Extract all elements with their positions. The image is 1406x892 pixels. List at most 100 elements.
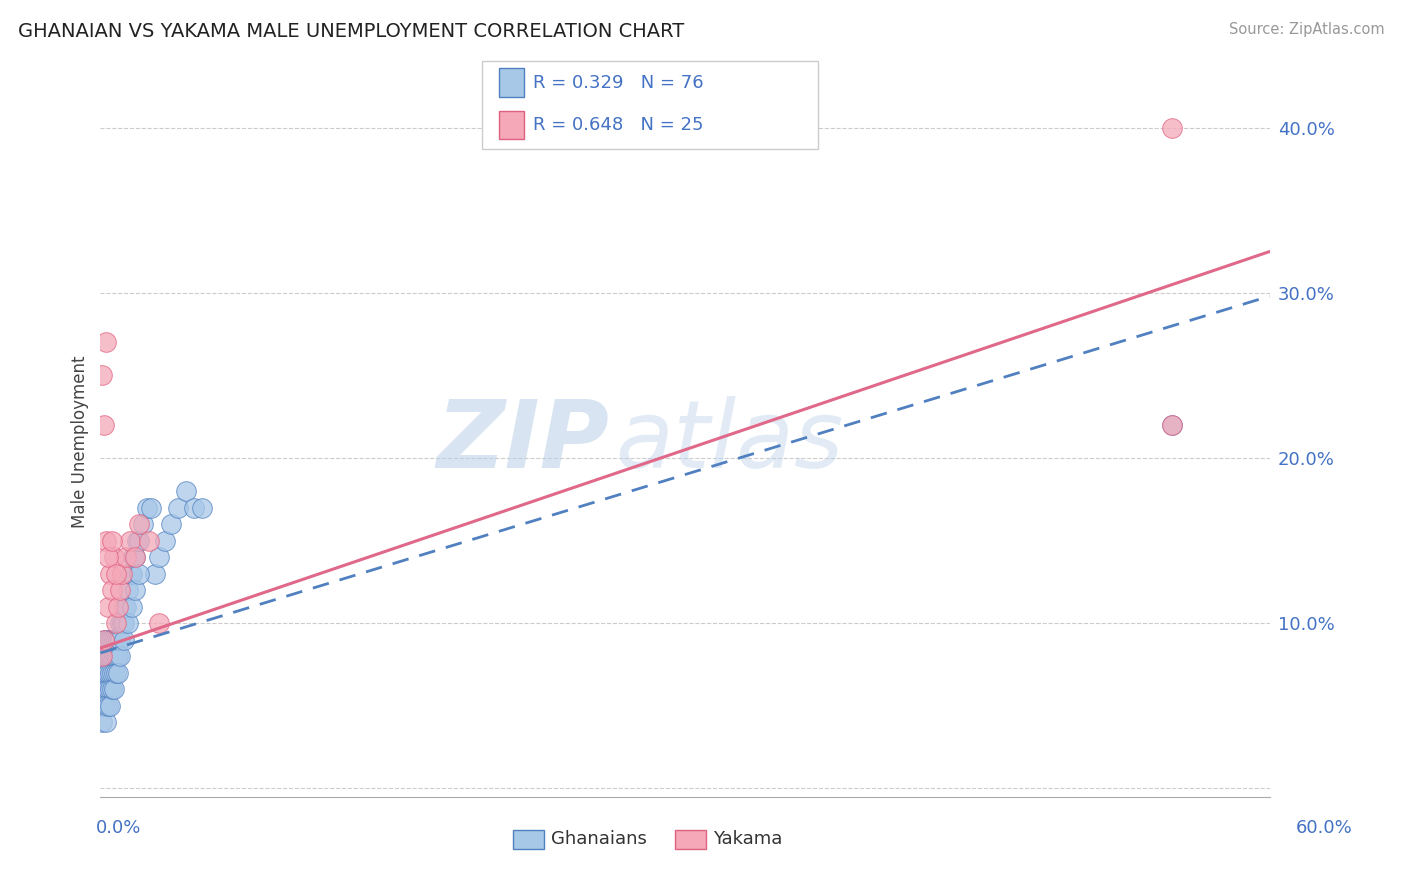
Point [101, 533, 124, 548]
Point [97, 550, 120, 565]
Point [103, 665, 125, 680]
Point [98, 632, 121, 647]
Point [93, 665, 115, 680]
Point [117, 616, 139, 631]
Point [91, 649, 114, 664]
Point [104, 665, 127, 680]
Point [91, 715, 114, 730]
Point [91, 665, 114, 680]
Point [91, 368, 114, 383]
Point [98, 665, 121, 680]
Point [117, 583, 139, 598]
Point [97, 649, 120, 664]
Point [101, 632, 124, 647]
Text: Ghanaians: Ghanaians [551, 830, 647, 848]
Point [1161, 417, 1184, 432]
Point [1161, 120, 1184, 135]
Point [1161, 417, 1184, 432]
Point [97, 698, 120, 713]
Point [112, 632, 135, 647]
Point [111, 616, 134, 631]
Point [93, 632, 115, 647]
Point [98, 649, 121, 664]
Point [136, 500, 159, 515]
Point [108, 616, 131, 631]
Point [153, 533, 176, 548]
Point [143, 566, 166, 581]
Point [107, 649, 129, 664]
Point [93, 665, 115, 680]
Point [139, 500, 162, 515]
Text: R = 0.648   N = 25: R = 0.648 N = 25 [533, 116, 703, 134]
Point [93, 698, 115, 713]
Point [96, 632, 118, 647]
Point [124, 550, 146, 565]
Point [114, 599, 136, 614]
Point [118, 566, 141, 581]
Point [190, 500, 212, 515]
Point [122, 550, 145, 565]
Point [148, 550, 170, 565]
Point [101, 583, 124, 598]
Point [101, 682, 124, 697]
Point [91, 665, 114, 680]
Point [107, 665, 129, 680]
Point [93, 417, 115, 432]
Point [108, 632, 131, 647]
Point [93, 682, 115, 697]
Point [103, 649, 125, 664]
Point [108, 583, 131, 598]
Point [124, 550, 146, 565]
Point [98, 566, 121, 581]
Point [114, 550, 136, 565]
Text: R = 0.329   N = 76: R = 0.329 N = 76 [533, 74, 703, 92]
Point [108, 649, 131, 664]
Point [124, 583, 146, 598]
Point [97, 599, 120, 614]
Point [93, 649, 115, 664]
Point [111, 566, 134, 581]
Point [128, 566, 150, 581]
Point [96, 335, 118, 350]
Point [91, 682, 114, 697]
Point [101, 649, 124, 664]
Text: Yakama: Yakama [713, 830, 782, 848]
Point [138, 533, 160, 548]
Point [127, 533, 149, 548]
Point [93, 649, 115, 664]
Point [132, 517, 155, 532]
Point [104, 632, 127, 647]
Point [93, 632, 115, 647]
Text: atlas: atlas [614, 396, 844, 487]
Text: Source: ZipAtlas.com: Source: ZipAtlas.com [1229, 22, 1385, 37]
Point [112, 616, 135, 631]
Point [118, 533, 141, 548]
Point [128, 533, 150, 548]
Point [183, 500, 205, 515]
Point [148, 616, 170, 631]
Point [159, 517, 181, 532]
Point [121, 599, 143, 614]
Point [107, 632, 129, 647]
Text: 0.0%: 0.0% [96, 819, 141, 837]
Point [107, 599, 129, 614]
Point [97, 649, 120, 664]
Point [104, 616, 127, 631]
Point [128, 517, 150, 532]
Point [103, 632, 125, 647]
Point [97, 632, 120, 647]
Point [98, 698, 121, 713]
Point [103, 550, 125, 565]
Point [96, 698, 118, 713]
Point [112, 599, 135, 614]
Text: 60.0%: 60.0% [1296, 819, 1353, 837]
Point [101, 665, 124, 680]
Text: GHANAIAN VS YAKAMA MALE UNEMPLOYMENT CORRELATION CHART: GHANAIAN VS YAKAMA MALE UNEMPLOYMENT COR… [18, 22, 685, 41]
Point [103, 682, 125, 697]
Point [96, 649, 118, 664]
Point [96, 682, 118, 697]
Point [96, 715, 118, 730]
Text: ZIP: ZIP [436, 395, 609, 488]
Point [97, 682, 120, 697]
Point [121, 566, 143, 581]
